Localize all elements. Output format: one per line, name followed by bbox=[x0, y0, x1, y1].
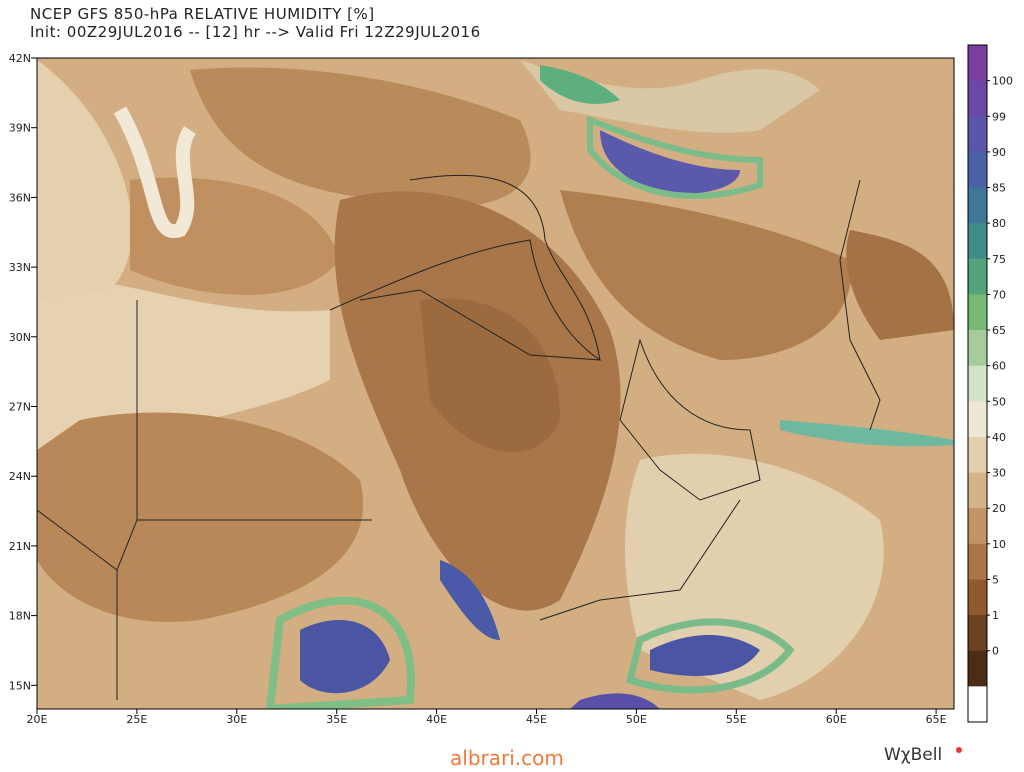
colorbar-label: 99 bbox=[992, 110, 1006, 123]
colorbar-swatch bbox=[968, 294, 987, 331]
lon-label: 60E bbox=[826, 713, 847, 726]
colorbar-swatch bbox=[968, 543, 987, 580]
brand: WχBell bbox=[884, 745, 942, 765]
colorbar-swatch bbox=[968, 508, 987, 545]
colorbar-label: 70 bbox=[992, 288, 1006, 301]
colorbar-label: 100 bbox=[992, 75, 1013, 88]
colorbar-swatch bbox=[968, 472, 987, 509]
colorbar-swatch bbox=[968, 401, 987, 438]
lon-label: 40E bbox=[426, 713, 447, 726]
lat-label: 18N bbox=[9, 610, 31, 623]
colorbar-swatch bbox=[968, 330, 987, 367]
colorbar-swatch bbox=[968, 650, 987, 687]
colorbar-swatch bbox=[968, 187, 987, 224]
humidity-map bbox=[37, 58, 954, 709]
colorbar-label: 75 bbox=[992, 253, 1006, 266]
map-frame bbox=[36, 57, 955, 710]
lon-label: 25E bbox=[126, 713, 147, 726]
colorbar-frame bbox=[967, 44, 988, 723]
lon-label: 50E bbox=[626, 713, 647, 726]
lat-label: 27N bbox=[9, 401, 31, 414]
lon-label: 65E bbox=[926, 713, 947, 726]
lat-label: 36N bbox=[9, 191, 31, 204]
colorbar-swatch bbox=[968, 80, 987, 117]
colorbar-swatch bbox=[968, 615, 987, 652]
lat-label: 15N bbox=[9, 679, 31, 692]
title: NCEP GFS 850-hPa RELATIVE HUMIDITY [%] bbox=[30, 5, 375, 23]
lon-label: 30E bbox=[226, 713, 247, 726]
lat-label: 21N bbox=[9, 540, 31, 553]
colorbar-swatch bbox=[968, 365, 987, 402]
colorbar-swatch bbox=[968, 686, 987, 723]
colorbar-label: 30 bbox=[992, 467, 1006, 480]
lon-label: 45E bbox=[526, 713, 547, 726]
colorbar-label: 60 bbox=[992, 360, 1006, 373]
colorbar-swatch bbox=[968, 436, 987, 474]
lon-label: 35E bbox=[326, 713, 347, 726]
colorbar-label: 5 bbox=[992, 573, 999, 586]
lat-label: 24N bbox=[9, 470, 31, 483]
colorbar-swatch bbox=[968, 116, 987, 153]
colorbar-label: 90 bbox=[992, 146, 1006, 159]
watermark: albrari.com bbox=[450, 746, 564, 768]
colorbar-swatch bbox=[968, 151, 987, 189]
lat-label: 39N bbox=[9, 122, 31, 135]
colorbar-swatch bbox=[968, 223, 987, 260]
colorbar-label: 65 bbox=[992, 324, 1006, 337]
colorbar-label: 0 bbox=[992, 645, 999, 658]
brand-dot bbox=[956, 747, 962, 753]
lat-label: 33N bbox=[9, 261, 31, 274]
colorbar-label: 10 bbox=[992, 538, 1006, 551]
colorbar-label: 50 bbox=[992, 395, 1006, 408]
colorbar-swatch bbox=[968, 45, 987, 82]
colorbar-label: 40 bbox=[992, 431, 1006, 444]
lon-label: 55E bbox=[726, 713, 747, 726]
colorbar-label: 80 bbox=[992, 217, 1006, 230]
lat-label: 42N bbox=[9, 52, 31, 65]
colorbar-swatch bbox=[968, 579, 987, 616]
colorbar-label: 85 bbox=[992, 182, 1006, 195]
subtitle: Init: 00Z29JUL2016 -- [12] hr --> Valid … bbox=[30, 23, 481, 41]
colorbar-swatch bbox=[968, 258, 987, 295]
colorbar-label: 1 bbox=[992, 609, 999, 622]
lat-label: 30N bbox=[9, 331, 31, 344]
colorbar-label: 20 bbox=[992, 502, 1006, 515]
lon-label: 20E bbox=[27, 713, 48, 726]
